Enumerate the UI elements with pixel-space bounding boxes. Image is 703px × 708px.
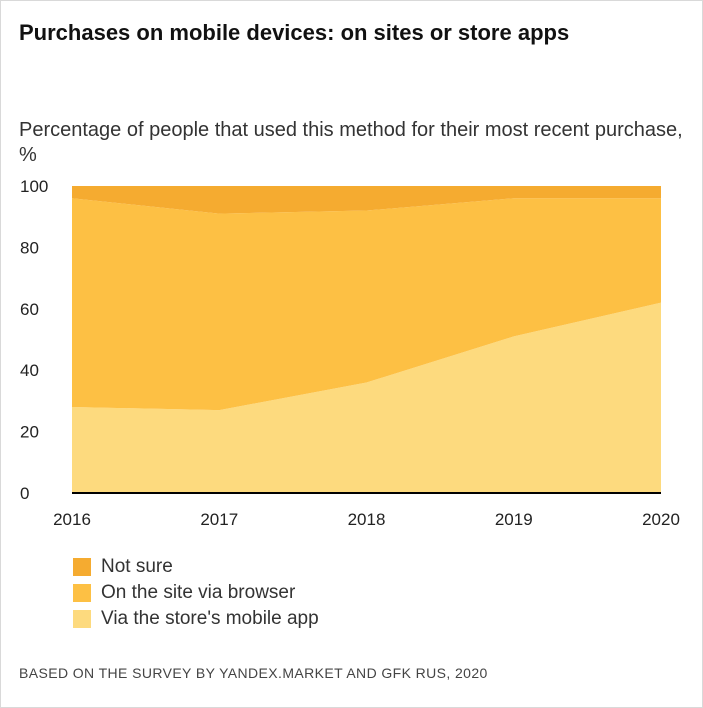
legend-label-not-sure: Not sure (101, 556, 173, 577)
source-note: BASED ON THE SURVEY BY YANDEX.MARKET AND… (19, 665, 488, 681)
x-axis-tick-labels: 2016 2017 2018 2019 2020 (53, 510, 680, 529)
y-axis-tick-labels: 0 20 40 60 80 100 (20, 177, 48, 503)
y-tick-label: 40 (20, 361, 39, 380)
x-tick-label: 2017 (200, 510, 238, 529)
chart-title: Purchases on mobile devices: on sites or… (19, 20, 570, 45)
legend-label-app: Via the store's mobile app (101, 608, 319, 629)
x-tick-label: 2016 (53, 510, 91, 529)
x-tick-label: 2018 (348, 510, 386, 529)
y-tick-label: 0 (20, 484, 29, 503)
y-tick-label: 80 (20, 238, 39, 257)
x-tick-label: 2019 (495, 510, 533, 529)
area-series-group (72, 186, 661, 493)
y-tick-label: 100 (20, 177, 48, 196)
legend: Not sure On the site via browser Via the… (73, 554, 319, 632)
legend-swatch-not-sure (73, 558, 91, 576)
legend-label-browser: On the site via browser (101, 582, 296, 603)
area-browser (72, 198, 661, 411)
y-tick-label: 60 (20, 300, 39, 319)
x-tick-label: 2020 (642, 510, 680, 529)
legend-item-app: Via the store's mobile app (73, 606, 319, 632)
legend-item-not-sure: Not sure (73, 554, 319, 580)
legend-item-browser: On the site via browser (73, 580, 319, 606)
y-tick-label: 20 (20, 423, 39, 442)
chart-subtitle: Percentage of people that used this meth… (19, 119, 683, 166)
area-app (72, 302, 661, 493)
legend-swatch-app (73, 610, 91, 628)
area-not-sure (72, 186, 661, 214)
legend-swatch-browser (73, 584, 91, 602)
